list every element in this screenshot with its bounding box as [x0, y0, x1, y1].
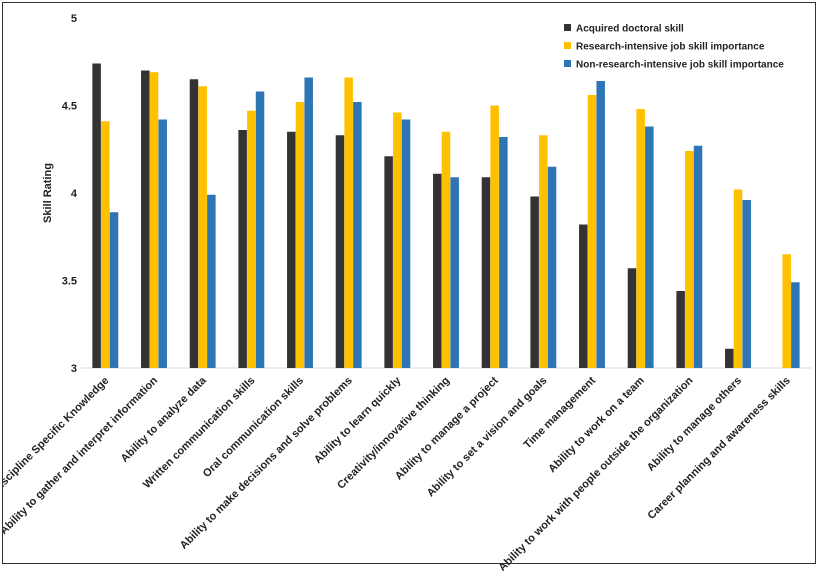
bar-acquired	[92, 63, 101, 368]
bar-research-intensive	[441, 131, 451, 368]
bar-acquired	[238, 130, 247, 368]
bar-acquired	[141, 70, 150, 368]
y-axis-ticks: 3 3.5 4 4.5 5	[62, 13, 78, 375]
y-tick-label: 4	[71, 188, 78, 200]
bar-acquired	[530, 196, 539, 368]
bar-non-research-intensive	[158, 119, 167, 368]
legend-swatch	[564, 60, 571, 67]
legend-label: Research-intensive job skill importance	[576, 42, 765, 53]
category-label: Ability to manage a project	[393, 374, 501, 482]
bar-research-intensive	[247, 110, 256, 368]
bar-acquired	[189, 79, 199, 368]
legend: Acquired doctoral skill Research-intensiv…	[564, 24, 784, 71]
bar-chart: 3 3.5 4 4.5 5 Discipline Specific KnowledgeA…	[3, 13, 811, 571]
category-label: Ability to manage others	[645, 375, 744, 474]
bar-research-intensive	[587, 95, 597, 368]
category-label: Ability to learn quickly	[312, 374, 404, 466]
bar-non-research-intensive	[693, 145, 703, 368]
bar-non-research-intensive	[304, 77, 313, 368]
bar-non-research-intensive	[645, 126, 654, 368]
bar-non-research-intensive	[109, 212, 119, 368]
y-tick-label: 3	[71, 363, 77, 375]
bar-non-research-intensive	[353, 102, 362, 368]
y-axis-label: Skill Rating	[42, 163, 54, 223]
legend-label: Non-research-intensive job skill importa…	[576, 60, 784, 71]
bar-research-intensive	[636, 109, 645, 368]
y-tick-label: 4.5	[62, 101, 77, 113]
bar-acquired	[384, 156, 393, 368]
bar-non-research-intensive	[499, 137, 508, 368]
bars	[92, 63, 800, 368]
bar-non-research-intensive	[791, 282, 800, 368]
bar-non-research-intensive	[207, 194, 216, 368]
bar-non-research-intensive	[401, 119, 411, 368]
bar-non-research-intensive	[450, 177, 459, 368]
bar-non-research-intensive	[742, 200, 751, 368]
bar-acquired	[481, 177, 491, 368]
category-label: Oral communication skills	[201, 375, 306, 480]
legend-label: Acquired doctoral skill	[576, 24, 684, 35]
bar-acquired	[627, 268, 637, 368]
bar-research-intensive	[198, 86, 207, 368]
bar-research-intensive	[539, 135, 548, 368]
bar-acquired	[676, 291, 685, 368]
legend-swatch	[564, 42, 571, 49]
bar-research-intensive	[344, 77, 353, 368]
bar-acquired	[433, 173, 442, 368]
bar-research-intensive	[782, 254, 791, 368]
bar-research-intensive	[295, 102, 305, 368]
bar-research-intensive	[101, 121, 110, 368]
bar-research-intensive	[149, 72, 159, 368]
bar-acquired	[579, 224, 588, 368]
y-tick-label: 3.5	[62, 276, 77, 288]
bar-non-research-intensive	[596, 81, 605, 368]
category-label: Ability to make decisions and solve prob…	[178, 375, 355, 552]
y-tick-label: 5	[71, 13, 77, 25]
bar-acquired	[725, 348, 734, 368]
category-label: Ability to analyze data	[119, 374, 210, 465]
bar-research-intensive	[685, 151, 694, 368]
bar-acquired	[287, 131, 296, 368]
bar-non-research-intensive	[547, 166, 557, 368]
bar-research-intensive	[733, 189, 743, 368]
bar-non-research-intensive	[255, 91, 265, 368]
category-label: Ability to work on a team	[546, 374, 647, 475]
bar-research-intensive	[393, 112, 402, 368]
bar-research-intensive	[490, 105, 499, 368]
legend-swatch	[564, 24, 571, 31]
bar-acquired	[335, 135, 345, 368]
